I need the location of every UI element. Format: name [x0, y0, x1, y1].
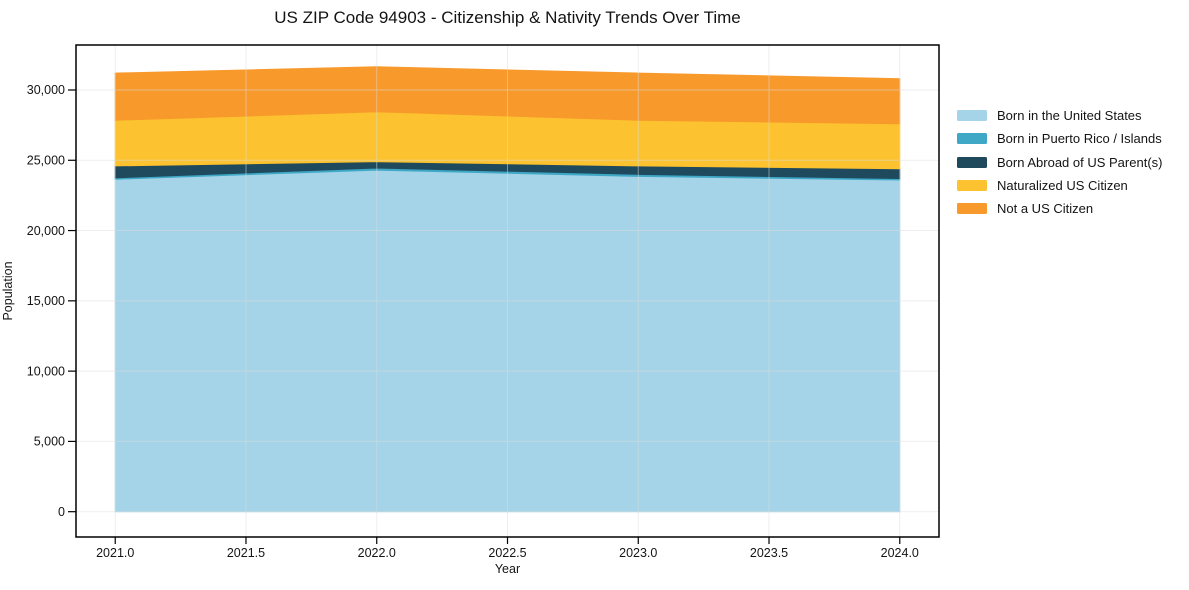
x-tick-label: 2021.5	[227, 546, 265, 560]
y-tick-label: 25,000	[27, 153, 65, 167]
y-axis-label: Population	[1, 261, 15, 321]
legend-item: Not a US Citizen	[957, 197, 1162, 220]
x-tick-label: 2022.5	[488, 546, 526, 560]
legend-item: Born in the United States	[957, 104, 1162, 127]
x-tick-label: 2024.0	[881, 546, 919, 560]
y-tick-label: 15,000	[27, 294, 65, 308]
y-tick-label: 0	[58, 505, 65, 519]
legend-item: Born in Puerto Rico / Islands	[957, 127, 1162, 150]
legend-label: Born in Puerto Rico / Islands	[997, 131, 1162, 147]
legend-swatch-icon	[957, 133, 987, 145]
gridlines	[76, 45, 939, 537]
x-tick-label: 2022.0	[358, 546, 396, 560]
x-tick-label: 2023.5	[750, 546, 788, 560]
legend-swatch-icon	[957, 180, 987, 192]
legend-swatch-icon	[957, 203, 987, 215]
legend-item: Born Abroad of US Parent(s)	[957, 151, 1162, 174]
legend-swatch-icon	[957, 156, 987, 168]
legend-item: Naturalized US Citizen	[957, 174, 1162, 197]
legend-swatch-icon	[957, 110, 987, 122]
y-tick-label: 10,000	[27, 364, 65, 378]
legend-label: Naturalized US Citizen	[997, 178, 1128, 194]
y-tick-label: 5,000	[34, 435, 65, 449]
x-axis-label: Year	[494, 562, 521, 576]
y-tick-label: 20,000	[27, 224, 65, 238]
legend: Born in the United States Born in Puerto…	[957, 104, 1162, 220]
legend-label: Not a US Citizen	[997, 201, 1094, 217]
y-tick-label: 30,000	[27, 83, 65, 97]
x-tick-label: 2023.0	[619, 546, 657, 560]
chart-title: US ZIP Code 94903 - Citizenship & Nativi…	[274, 8, 741, 27]
x-tick-label: 2021.0	[96, 546, 134, 560]
axis-ticks	[68, 89, 901, 544]
legend-label: Born Abroad of US Parent(s)	[997, 154, 1163, 170]
legend-label: Born in the United States	[997, 108, 1142, 124]
tick-labels: 2021.0 2021.5 2022.0 2022.5 2023.0 2023.5 2024…	[27, 83, 919, 560]
